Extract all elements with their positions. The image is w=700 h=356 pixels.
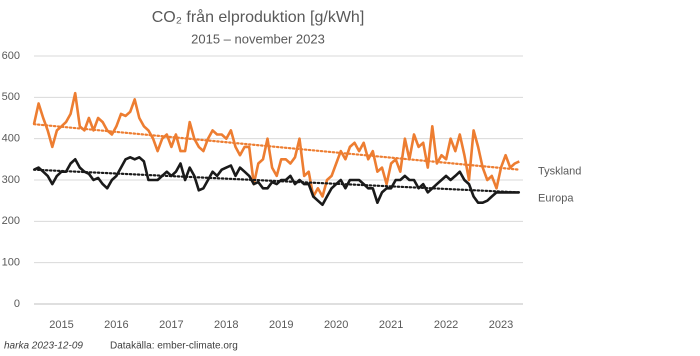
x-tick-label: 2015 <box>49 319 73 331</box>
x-tick-label: 2019 <box>269 319 293 331</box>
data-line <box>33 156 520 207</box>
series-label: Europa <box>538 192 574 204</box>
footer-source: Datakälla: ember-climate.org <box>110 341 238 352</box>
trend-line <box>32 168 521 194</box>
x-tick-label: 2020 <box>324 319 348 331</box>
y-tick-label: 300 <box>2 174 20 186</box>
y-tick-label: 200 <box>2 215 20 227</box>
y-tick-label: 500 <box>2 91 20 103</box>
x-tick-label: 2022 <box>434 319 458 331</box>
y-tick-label: 400 <box>2 133 20 145</box>
x-tick-label: 2016 <box>104 319 128 331</box>
y-tick-label: 600 <box>2 50 20 62</box>
x-tick-label: 2023 <box>489 319 513 331</box>
x-tick-label: 2021 <box>379 319 403 331</box>
x-tick-label: 2018 <box>214 319 238 331</box>
footer-author: harka 2023-12-09 <box>4 341 83 352</box>
y-tick-label: 100 <box>2 257 20 269</box>
chart-title: CO₂ från elproduktion [g/kWh] <box>152 8 365 26</box>
trend-line <box>32 123 521 171</box>
chart-subtitle: 2015 – november 2023 <box>191 31 325 46</box>
series-label: Tyskland <box>538 166 581 178</box>
y-tick-label: 0 <box>14 298 20 310</box>
x-tick-label: 2017 <box>159 319 183 331</box>
data-line <box>32 91 520 198</box>
